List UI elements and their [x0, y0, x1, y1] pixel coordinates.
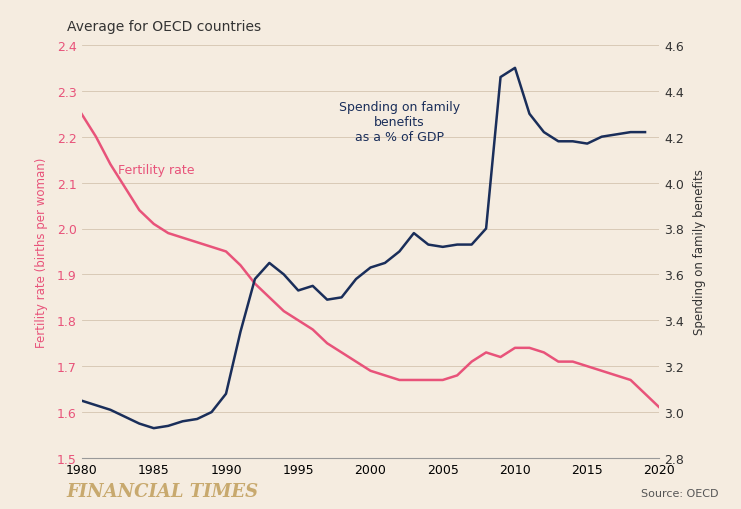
Y-axis label: Fertility rate (births per woman): Fertility rate (births per woman)	[36, 157, 48, 347]
Text: FINANCIAL TIMES: FINANCIAL TIMES	[67, 483, 259, 500]
Text: Source: OECD: Source: OECD	[641, 488, 719, 498]
Y-axis label: Spending on family benefits: Spending on family benefits	[693, 169, 705, 335]
Text: Spending on family
benefits
as a % of GDP: Spending on family benefits as a % of GD…	[339, 101, 460, 144]
Text: Fertility rate: Fertility rate	[118, 164, 194, 177]
Text: Average for OECD countries: Average for OECD countries	[67, 20, 261, 34]
